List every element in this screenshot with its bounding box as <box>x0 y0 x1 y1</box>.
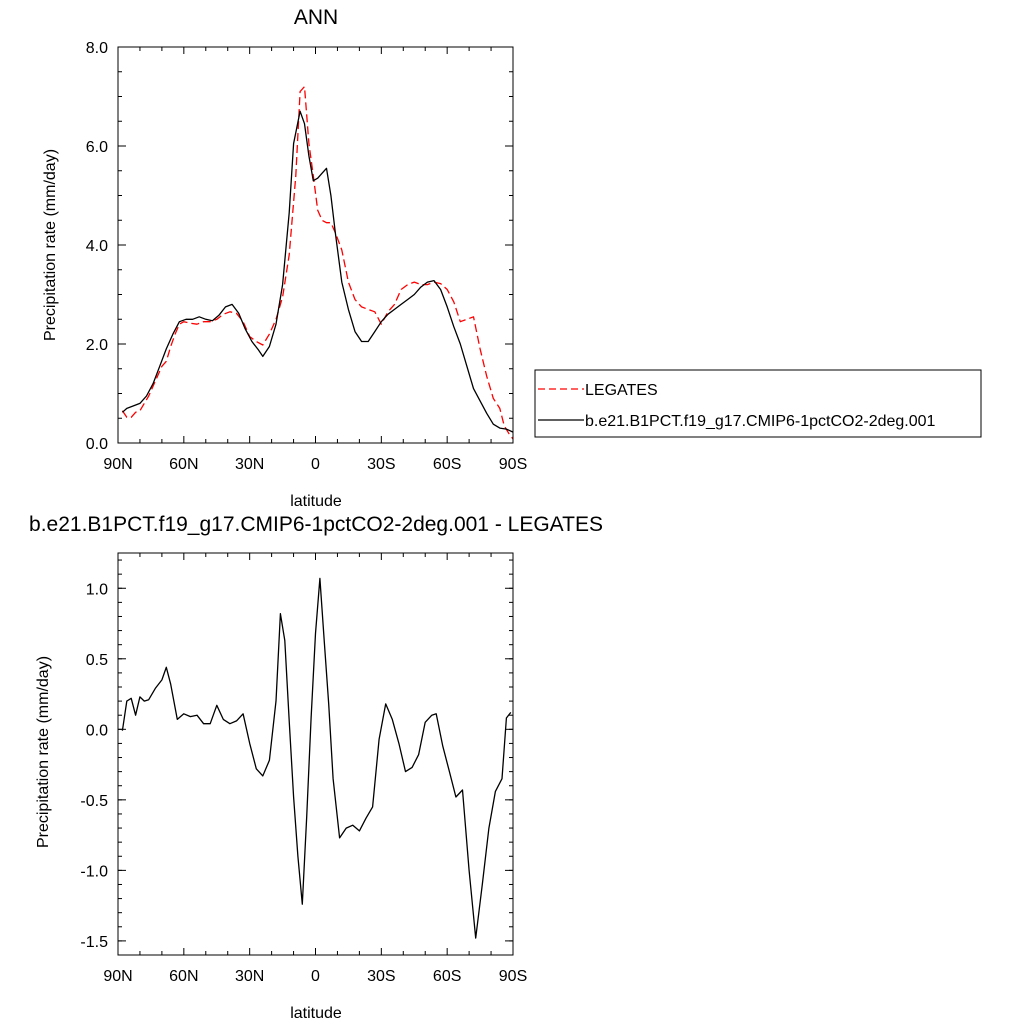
bottom-series <box>121 577 512 939</box>
bottom-x-tick-label: 60S <box>433 968 461 985</box>
top-x-tick-label: 90N <box>103 456 132 473</box>
top-x-tick-label: 90S <box>499 456 527 473</box>
top-x-tick-label: 60S <box>433 456 461 473</box>
bottom-y-tick-label: 1.0 <box>86 581 108 598</box>
top-series-line-legates <box>121 85 514 440</box>
bottom-series-line-difference <box>121 577 512 939</box>
bottom-y-axis-label: Precipitation rate (mm/day) <box>35 656 52 848</box>
top-y-tick-label: 6.0 <box>86 139 108 156</box>
top-x-axis-label: latitude <box>290 493 342 510</box>
top-panel: ANN 0.0 2.0 4.0 6.0 8.0 90N 60N 30N 0 30S 60S 90S P… <box>42 6 527 510</box>
top-ticks <box>117 46 514 444</box>
bottom-x-tick-label: 0 <box>311 968 320 985</box>
bottom-chart-title: b.e21.B1PCT.f19_g17.CMIP6-1pctCO2-2deg.0… <box>29 513 603 536</box>
top-series <box>121 85 514 440</box>
bottom-x-tick-label: 90N <box>103 968 132 985</box>
bottom-y-tick-label: -0.5 <box>80 793 108 810</box>
bottom-x-tick-label: 30N <box>235 968 264 985</box>
bottom-x-axis-label: latitude <box>290 1005 342 1022</box>
top-y-tick-label: 4.0 <box>86 238 108 255</box>
top-chart-title: ANN <box>294 6 338 29</box>
bottom-y-tick-label: 0.5 <box>86 652 108 669</box>
top-y-tick-label: 2.0 <box>86 337 108 354</box>
bottom-plot-frame <box>117 552 514 956</box>
top-tick-labels: 0.0 2.0 4.0 6.0 8.0 90N 60N 30N 0 30S 60S 90S <box>86 40 527 473</box>
bottom-ticks <box>117 553 514 956</box>
bottom-y-tick-label: -1.0 <box>80 863 108 880</box>
legend-box <box>534 369 982 438</box>
top-y-tick-label: 8.0 <box>86 40 108 57</box>
top-x-tick-label: 30S <box>367 456 395 473</box>
bottom-x-tick-label: 30S <box>367 968 395 985</box>
legend: LEGATES b.e21.B1PCT.f19_g17.CMIP6-1pctCO… <box>534 369 982 438</box>
top-y-axis-label: Precipitation rate (mm/day) <box>42 149 59 341</box>
bottom-y-tick-label: -1.5 <box>80 934 108 951</box>
bottom-x-tick-label: 60N <box>169 968 198 985</box>
bottom-tick-labels: 1.0 0.5 0.0 -0.5 -1.0 -1.5 90N 60N 30N 0 30S 60S 90S <box>80 581 527 985</box>
top-series-line-model <box>121 110 514 433</box>
bottom-x-tick-label: 90S <box>499 968 527 985</box>
legend-label-legates: LEGATES <box>585 382 658 399</box>
top-x-tick-label: 60N <box>169 456 198 473</box>
bottom-panel: b.e21.B1PCT.f19_g17.CMIP6-1pctCO2-2deg.0… <box>29 513 603 1022</box>
top-x-tick-label: 30N <box>235 456 264 473</box>
top-x-tick-label: 0 <box>311 456 320 473</box>
top-plot-frame <box>117 46 514 444</box>
legend-label-model: b.e21.B1PCT.f19_g17.CMIP6-1pctCO2-2deg.0… <box>585 413 936 430</box>
top-y-tick-label: 0.0 <box>86 436 108 453</box>
bottom-y-tick-label: 0.0 <box>86 722 108 739</box>
